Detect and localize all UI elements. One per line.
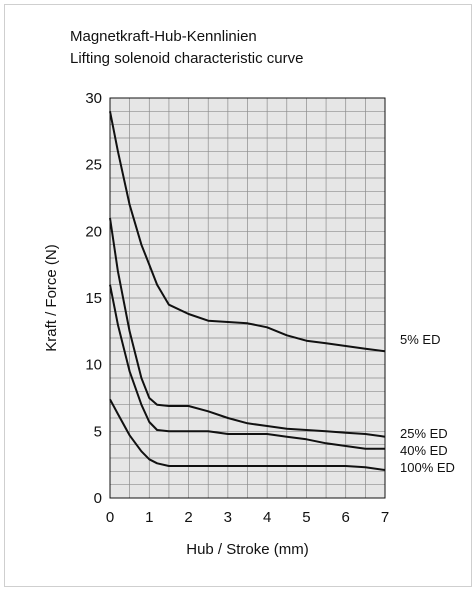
x-tick-label: 0: [106, 509, 114, 526]
series-label: 5% ED: [400, 332, 440, 347]
y-tick-label: 30: [85, 90, 102, 107]
series-lines: [109, 111, 386, 471]
series-label: 100% ED: [400, 460, 455, 475]
x-axis-label: Hub / Stroke (mm): [186, 541, 309, 558]
x-tick-label: 4: [263, 509, 271, 526]
plot-border: [109, 97, 386, 499]
x-tick-label: 1: [145, 509, 153, 526]
series-line-1: [109, 111, 386, 353]
tick-labels: 0 5 10 15 20 25 30 0 1 2 3 4 5 6 7: [85, 90, 389, 526]
y-tick-label: 20: [85, 223, 102, 240]
y-tick-label: 10: [85, 357, 102, 374]
chart-title: Magnetkraft-Hub-Kennlinien: [70, 28, 257, 45]
x-tick-label: 5: [302, 509, 310, 526]
x-tick-label: 6: [342, 509, 350, 526]
y-tick-label: 15: [85, 290, 102, 307]
chart-subtitle: Lifting solenoid characteristic curve: [70, 50, 304, 67]
y-tick-label: 25: [85, 157, 102, 174]
y-axis-label: Kraft / Force (N): [43, 244, 60, 352]
y-tick-label: 5: [94, 423, 102, 440]
series-line-3: [109, 284, 385, 450]
series-line-4: [109, 398, 386, 471]
x-tick-label: 3: [224, 509, 232, 526]
series-line-2: [109, 217, 386, 438]
y-tick-label: 0: [94, 490, 102, 507]
x-tick-label: 7: [381, 509, 389, 526]
series-labels: 5% ED 25% ED 40% ED 100% ED: [400, 332, 455, 475]
series-label: 25% ED: [400, 426, 448, 441]
series-label: 40% ED: [400, 443, 448, 458]
x-tick-label: 2: [184, 509, 192, 526]
